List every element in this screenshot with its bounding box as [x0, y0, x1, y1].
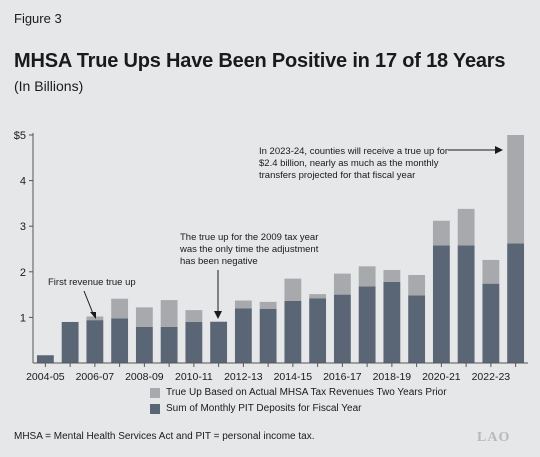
x-tick-label: 2006-07 — [76, 371, 115, 383]
legend-label: True Up Based on Actual MHSA Tax Revenue… — [166, 387, 447, 398]
annotation-line: The true up for the 2009 tax year — [180, 232, 319, 243]
annotation-line: $2.4 billion, nearly as much as the mont… — [259, 158, 439, 169]
bar-monthly-2009-10 — [160, 326, 178, 363]
annotation-line: In 2023-24, counties will receive a true… — [259, 146, 449, 157]
legend-swatch-monthly — [150, 403, 160, 414]
bar-true-up-2013-14 — [259, 301, 277, 309]
bar-true-up-2009-10 — [160, 300, 178, 327]
bar-true-up-2016-17 — [333, 273, 351, 295]
arrow-head-2023-true-up — [495, 146, 503, 154]
x-tick-label: 2020-21 — [422, 371, 461, 383]
bar-true-up-2008-09 — [135, 307, 153, 327]
bar-true-up-2011-12 — [210, 321, 228, 322]
y-tick-label: $5 — [14, 130, 26, 142]
bar-monthly-2008-09 — [135, 326, 153, 363]
bar-monthly-2015-16 — [309, 298, 327, 363]
chart-subtitle: (In Billions) — [14, 78, 84, 94]
annotation-line: transfers projected for that fiscal year — [259, 170, 416, 181]
annotation-negative-true-up: The true up for the 2009 tax year was th… — [180, 232, 318, 268]
bar-monthly-2014-15 — [284, 300, 302, 363]
bar-true-up-2012-13 — [234, 300, 252, 309]
y-tick-label: 3 — [20, 221, 26, 233]
bar-true-up-2022-23 — [482, 259, 500, 284]
bar-monthly-2006-07 — [86, 320, 104, 363]
x-tick-label: 2014-15 — [274, 371, 313, 383]
y-tick-label: 2 — [20, 267, 26, 279]
legend-swatch-true-up — [150, 387, 160, 398]
bar-monthly-2010-11 — [185, 321, 203, 363]
bar-true-up-2017-18 — [358, 266, 376, 287]
x-tick-label: 2010-11 — [175, 371, 213, 383]
bar-monthly-2013-14 — [259, 308, 277, 363]
bar-true-up-2007-08 — [111, 298, 129, 319]
x-tick-label: 2008-09 — [125, 371, 164, 383]
bar-monthly-2016-17 — [333, 294, 351, 363]
chart-title: MHSA True Ups Have Been Positive in 17 o… — [14, 50, 506, 72]
bar-monthly-2007-08 — [111, 318, 129, 363]
x-tick-label: 2004-05 — [26, 371, 65, 383]
annotation-arrows — [83, 146, 503, 319]
annotation-line: has been negative — [180, 256, 258, 267]
legend-item-true-up: True Up Based on Actual MHSA Tax Revenue… — [150, 387, 447, 398]
bar-monthly-2023-24 — [507, 243, 525, 363]
bar-true-up-2020-21 — [432, 220, 450, 246]
legend-item-monthly: Sum of Monthly PIT Deposits for Fiscal Y… — [150, 403, 361, 414]
bar-monthly-2005-06 — [61, 321, 79, 363]
x-tick-label: 2018-19 — [373, 371, 412, 383]
bar-monthly-2019-20 — [408, 295, 426, 363]
bar-true-up-2019-20 — [408, 274, 426, 296]
axes-group: 2004-05 2006-07 2008-09 2010-11 2012-13 2014-… — [14, 130, 528, 383]
legend-label: Sum of Monthly PIT Deposits for Fiscal Y… — [166, 403, 362, 414]
bar-monthly-2020-21 — [432, 245, 450, 363]
bar-true-up-2006-07 — [86, 316, 104, 321]
bar-monthly-2012-13 — [234, 308, 252, 363]
arrow-head-negative-true-up — [214, 311, 222, 319]
bar-true-up-2021-22 — [457, 208, 475, 246]
bar-true-up-2018-19 — [383, 269, 401, 282]
footnote: MHSA = Mental Health Services Act and PI… — [14, 431, 315, 442]
bar-monthly-2022-23 — [482, 283, 500, 363]
bar-monthly-2004-05 — [36, 355, 54, 363]
lao-logo: LAO — [477, 430, 511, 445]
bar-true-up-2014-15 — [284, 278, 302, 301]
y-tick-label: 4 — [20, 176, 26, 188]
bar-monthly-2011-12 — [210, 321, 228, 363]
bar-true-up-2010-11 — [185, 310, 203, 322]
arrow-head-first-true-up — [90, 312, 96, 319]
annotation-2023-true-up: In 2023-24, counties will receive a true… — [259, 146, 448, 182]
bar-monthly-2018-19 — [383, 281, 401, 363]
y-tick-label: 1 — [20, 312, 26, 324]
bar-true-up-2023-24 — [507, 135, 525, 244]
x-tick-label: 2016-17 — [323, 371, 362, 383]
annotation-line: was the only time the adjustment — [180, 244, 319, 255]
bar-true-up-2015-16 — [309, 294, 327, 299]
arrow-first-true-up — [83, 290, 95, 317]
x-tick-label: 2012-13 — [224, 371, 263, 383]
figure-label: Figure 3 — [14, 11, 62, 26]
annotation-line: First revenue true up — [48, 277, 136, 288]
annotation-first-true-up: First revenue true up — [48, 277, 136, 289]
x-tick-label: 2022-23 — [472, 371, 511, 383]
bar-monthly-2021-22 — [457, 245, 475, 363]
bars-group — [36, 135, 525, 363]
bar-monthly-2017-18 — [358, 286, 376, 363]
